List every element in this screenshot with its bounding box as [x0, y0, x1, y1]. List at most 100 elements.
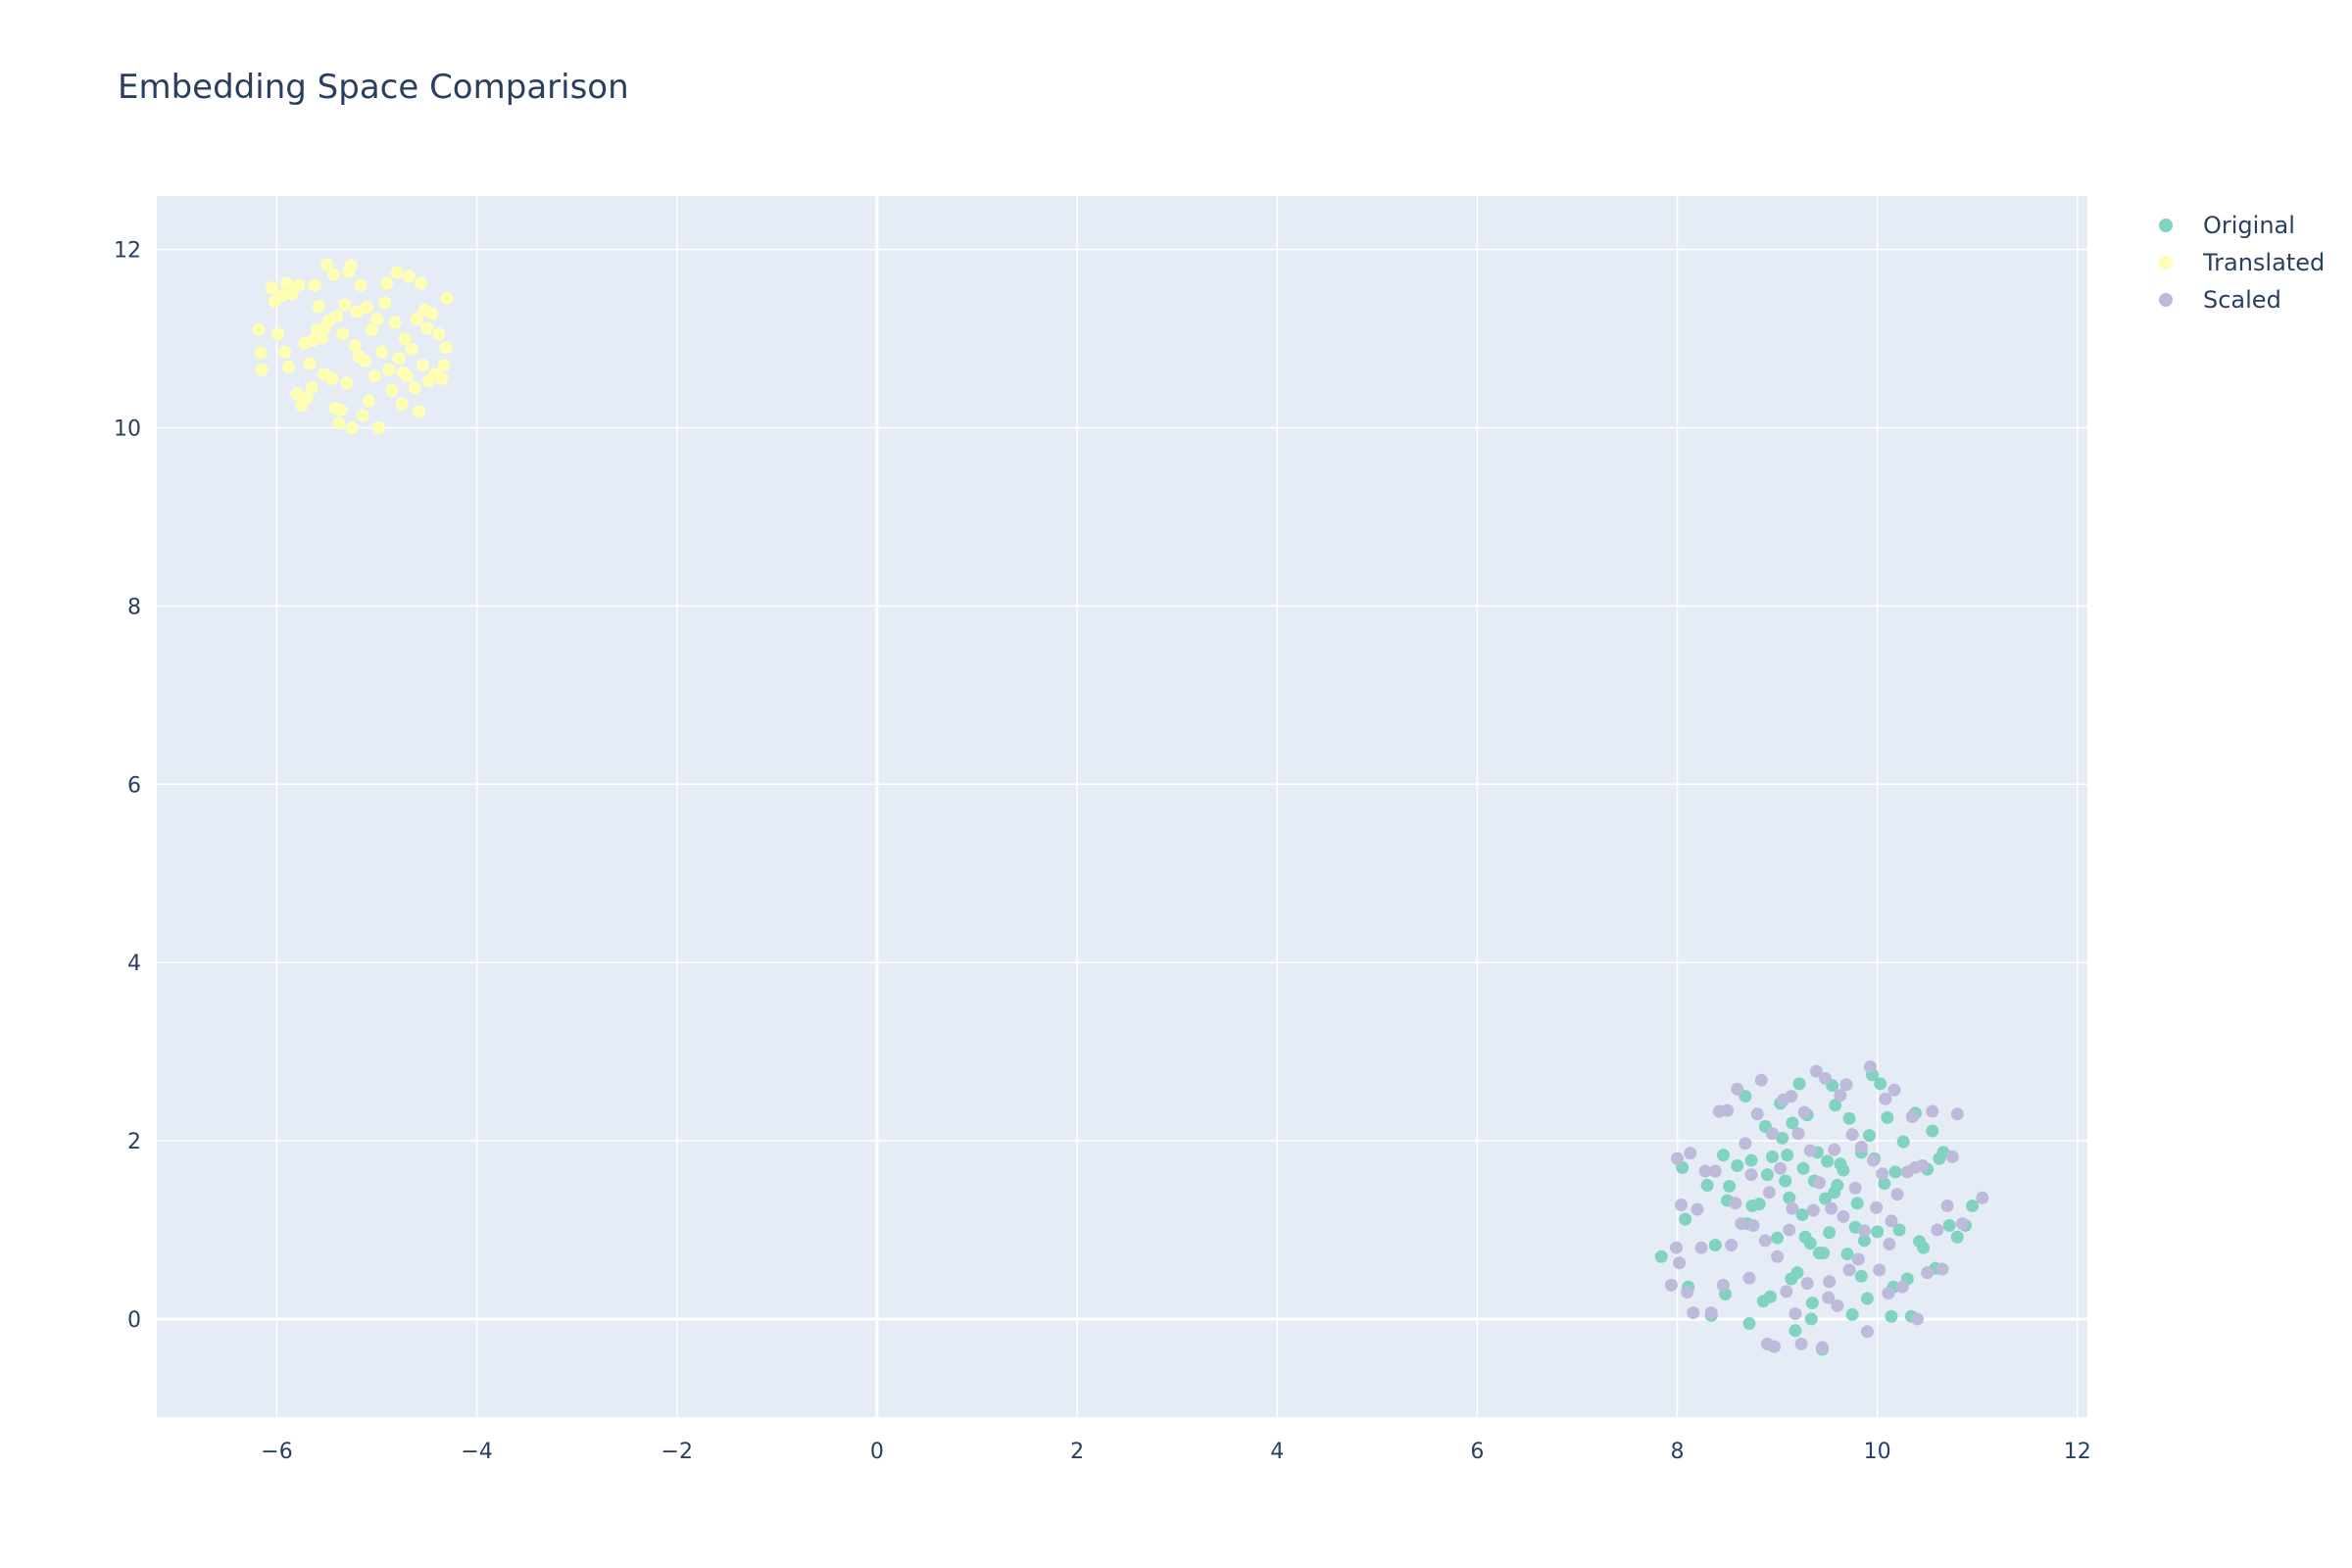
data-point-original[interactable] [1723, 1179, 1737, 1193]
data-point-scaled[interactable] [1725, 1238, 1739, 1251]
data-point-scaled[interactable] [1783, 1223, 1796, 1237]
data-point-scaled[interactable] [1780, 1285, 1793, 1298]
data-point-original[interactable] [1878, 1177, 1891, 1191]
data-point-original[interactable] [1792, 1077, 1806, 1091]
data-point-translated[interactable] [362, 394, 375, 408]
data-point-translated[interactable] [328, 401, 342, 415]
data-point-translated[interactable] [370, 313, 384, 326]
data-point-original[interactable] [1885, 1309, 1898, 1323]
data-point-translated[interactable] [416, 359, 430, 372]
data-point-translated[interactable] [375, 345, 389, 359]
data-point-scaled[interactable] [1785, 1090, 1798, 1103]
data-point-scaled[interactable] [1675, 1199, 1689, 1212]
data-point-scaled[interactable] [1851, 1252, 1865, 1266]
data-point-original[interactable] [1788, 1324, 1802, 1338]
data-point-scaled[interactable] [1786, 1201, 1799, 1215]
data-point-translated[interactable] [390, 266, 404, 279]
data-point-scaled[interactable] [1822, 1291, 1836, 1304]
data-point-translated[interactable] [305, 381, 318, 395]
data-point-original[interactable] [1708, 1238, 1722, 1251]
data-point-scaled[interactable] [1848, 1181, 1862, 1195]
data-point-original[interactable] [1804, 1312, 1818, 1326]
data-point-scaled[interactable] [1882, 1287, 1895, 1300]
data-point-scaled[interactable] [1704, 1306, 1718, 1320]
data-point-scaled[interactable] [1774, 1161, 1788, 1175]
data-point-translated[interactable] [285, 287, 299, 301]
data-point-original[interactable] [1817, 1247, 1831, 1260]
data-point-translated[interactable] [420, 321, 434, 335]
data-point-translated[interactable] [300, 391, 314, 405]
data-point-translated[interactable] [348, 339, 362, 353]
data-point-translated[interactable] [330, 310, 344, 323]
data-point-translated[interactable] [306, 333, 319, 347]
data-point-translated[interactable] [382, 363, 396, 376]
data-point-translated[interactable] [282, 361, 296, 374]
data-point-original[interactable] [1731, 1159, 1744, 1173]
data-point-translated[interactable] [356, 409, 369, 422]
data-point-scaled[interactable] [1860, 1325, 1874, 1339]
data-point-scaled[interactable] [1742, 1271, 1756, 1285]
data-point-original[interactable] [1744, 1153, 1758, 1167]
data-point-original[interactable] [1765, 1150, 1779, 1163]
data-point-scaled[interactable] [1867, 1153, 1881, 1167]
data-point-translated[interactable] [368, 369, 382, 383]
data-point-scaled[interactable] [1837, 1209, 1850, 1223]
data-point-scaled[interactable] [1797, 1105, 1811, 1119]
data-point-original[interactable] [1779, 1174, 1792, 1188]
data-point-translated[interactable] [338, 298, 352, 312]
data-point-scaled[interactable] [1735, 1217, 1748, 1231]
data-point-original[interactable] [1950, 1230, 1964, 1244]
data-point-translated[interactable] [396, 366, 410, 379]
data-point-scaled[interactable] [1976, 1191, 1989, 1204]
data-point-original[interactable] [1742, 1317, 1756, 1331]
data-point-translated[interactable] [412, 405, 425, 418]
data-point-scaled[interactable] [1945, 1150, 1959, 1163]
data-point-scaled[interactable] [1681, 1286, 1694, 1299]
data-point-original[interactable] [1874, 1077, 1887, 1091]
data-point-original[interactable] [1783, 1191, 1796, 1204]
data-point-scaled[interactable] [1864, 1060, 1878, 1074]
data-point-translated[interactable] [440, 292, 454, 306]
data-point-translated[interactable] [320, 258, 334, 271]
data-point-scaled[interactable] [1721, 1103, 1735, 1117]
legend-item-original[interactable]: Original [2159, 212, 2295, 239]
data-point-scaled[interactable] [1940, 1199, 1954, 1212]
data-point-original[interactable] [1786, 1116, 1799, 1130]
data-point-scaled[interactable] [1873, 1263, 1886, 1277]
data-point-scaled[interactable] [1731, 1082, 1744, 1096]
data-point-translated[interactable] [344, 259, 358, 272]
data-point-original[interactable] [1763, 1290, 1777, 1303]
data-point-scaled[interactable] [1750, 1107, 1764, 1121]
data-point-scaled[interactable] [1839, 1078, 1853, 1092]
data-point-translated[interactable] [255, 363, 269, 376]
data-point-scaled[interactable] [1768, 1340, 1782, 1353]
data-point-translated[interactable] [271, 327, 285, 341]
data-point-scaled[interactable] [1854, 1140, 1868, 1153]
data-point-translated[interactable] [275, 289, 289, 303]
data-point-original[interactable] [1796, 1161, 1810, 1175]
data-point-original[interactable] [1700, 1179, 1714, 1193]
data-point-original[interactable] [1716, 1149, 1730, 1162]
data-point-original[interactable] [1679, 1212, 1692, 1226]
data-point-translated[interactable] [380, 276, 394, 290]
data-point-translated[interactable] [252, 322, 266, 336]
data-point-translated[interactable] [414, 276, 427, 290]
data-point-original[interactable] [1781, 1149, 1794, 1162]
data-point-scaled[interactable] [1883, 1238, 1896, 1251]
data-point-translated[interactable] [278, 345, 292, 359]
data-point-original[interactable] [1776, 1131, 1789, 1145]
data-point-scaled[interactable] [1936, 1262, 1949, 1276]
data-point-translated[interactable] [265, 281, 278, 295]
data-point-scaled[interactable] [1823, 1275, 1837, 1289]
data-point-original[interactable] [1823, 1226, 1837, 1240]
data-point-translated[interactable] [292, 278, 306, 292]
data-point-translated[interactable] [408, 381, 421, 395]
data-point-translated[interactable] [345, 420, 359, 434]
data-point-scaled[interactable] [1831, 1298, 1844, 1312]
data-point-original[interactable] [1805, 1297, 1819, 1310]
data-point-scaled[interactable] [1955, 1217, 1969, 1231]
data-point-scaled[interactable] [1828, 1143, 1841, 1156]
data-point-scaled[interactable] [1895, 1280, 1909, 1294]
data-point-original[interactable] [1654, 1250, 1668, 1263]
data-point-translated[interactable] [395, 397, 409, 411]
